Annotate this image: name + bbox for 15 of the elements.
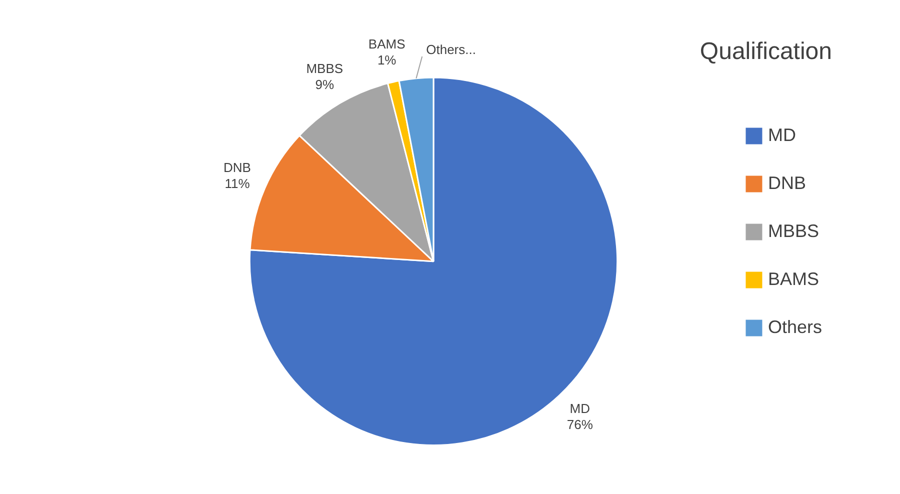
slice-label: MD bbox=[570, 400, 590, 416]
slice-label: BAMS bbox=[368, 36, 406, 52]
legend-label: MD bbox=[768, 124, 796, 145]
slice-label: MBBS bbox=[306, 60, 344, 76]
legend-label: MBBS bbox=[768, 220, 819, 241]
legend-label: BAMS bbox=[768, 268, 819, 289]
text: Others... bbox=[426, 42, 476, 58]
data-label: 1% bbox=[377, 52, 397, 68]
legend-label: DNB bbox=[768, 172, 806, 193]
chart-title: Qualification bbox=[700, 38, 832, 66]
data-label: 11% bbox=[224, 176, 250, 192]
data-label: 76% bbox=[566, 416, 594, 432]
slice-label: DNB bbox=[224, 160, 251, 176]
data-label: 9% bbox=[315, 76, 334, 92]
legend-label: Others bbox=[768, 316, 822, 337]
